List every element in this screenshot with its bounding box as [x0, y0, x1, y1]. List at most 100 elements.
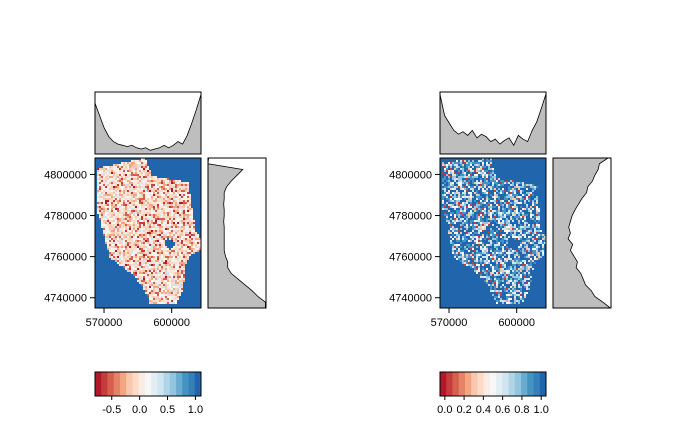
raster-cell [115, 190, 117, 192]
raster-cell [179, 290, 181, 292]
raster-cell [179, 238, 181, 240]
raster-cell [181, 208, 183, 210]
raster-cell [129, 168, 131, 170]
raster-cell [500, 228, 502, 230]
raster-cell [508, 252, 510, 254]
raster-cell [153, 222, 155, 224]
raster-cell [105, 198, 107, 200]
raster-cell [456, 238, 458, 240]
raster-cell [526, 248, 528, 250]
raster-cell [484, 220, 486, 222]
raster-cell [113, 204, 115, 206]
raster-cell [173, 278, 175, 280]
raster-cell [524, 206, 526, 208]
raster-cell [506, 254, 508, 256]
raster-cell [506, 228, 508, 230]
raster-cell [175, 224, 177, 226]
raster-cell [486, 246, 488, 248]
raster-cell [151, 292, 153, 294]
raster-cell [484, 180, 486, 182]
raster-cell [161, 214, 163, 216]
raster-cell [183, 202, 185, 204]
raster-cell [171, 186, 173, 188]
raster-cell [512, 256, 514, 258]
raster-cell [516, 208, 518, 210]
raster-cell [111, 194, 113, 196]
raster-cell [111, 248, 113, 250]
raster-cell [482, 246, 484, 248]
raster-cell [528, 226, 530, 228]
raster-cell [448, 184, 450, 186]
raster-cell [524, 266, 526, 268]
raster-cell [504, 240, 506, 242]
raster-cell [129, 166, 131, 168]
top-marginal-frame [94, 91, 202, 155]
raster-cell [470, 190, 472, 192]
raster-cell [504, 200, 506, 202]
raster-cell [508, 230, 510, 232]
raster-cell [169, 198, 171, 200]
raster-cell [460, 214, 462, 216]
raster-cell [524, 204, 526, 206]
raster-cell [520, 208, 522, 210]
raster-cell [151, 178, 153, 180]
raster-cell [185, 202, 187, 204]
raster-cell [123, 204, 125, 206]
raster-cell [508, 250, 510, 252]
raster-cell [147, 188, 149, 190]
raster-cell [474, 188, 476, 190]
raster-cell [456, 224, 458, 226]
raster-cell [131, 206, 133, 208]
raster-cell [173, 236, 175, 238]
raster-cell [446, 184, 448, 186]
raster-cell [534, 222, 536, 224]
raster-cell [105, 180, 107, 182]
raster-cell [468, 230, 470, 232]
raster-cell [137, 268, 139, 270]
raster-cell [454, 208, 456, 210]
raster-cell [185, 188, 187, 190]
raster-cell [165, 220, 167, 222]
raster-cell [478, 240, 480, 242]
raster-cell [528, 210, 530, 212]
raster-cell [163, 236, 165, 238]
raster-cell [161, 250, 163, 252]
raster-cell [484, 194, 486, 196]
raster-cell [189, 244, 191, 246]
raster-cell [538, 246, 540, 248]
raster-cell [115, 236, 117, 238]
raster-cell [448, 174, 450, 176]
raster-cell [167, 300, 169, 302]
raster-cell [442, 162, 444, 164]
raster-cell [131, 270, 133, 272]
raster-cell [143, 254, 145, 256]
raster-cell [159, 222, 161, 224]
raster-cell [125, 266, 127, 268]
raster-cell [159, 204, 161, 206]
raster-cell [514, 210, 516, 212]
raster-cell [494, 264, 496, 266]
raster-cell [494, 190, 496, 192]
raster-cell [143, 164, 145, 166]
raster-cell [466, 196, 468, 198]
raster-cell [153, 286, 155, 288]
raster-cell [117, 216, 119, 218]
raster-cell [123, 220, 125, 222]
raster-cell [107, 232, 109, 234]
raster-cell [482, 250, 484, 252]
raster-cell [484, 214, 486, 216]
raster-cell [516, 252, 518, 254]
raster-cell [143, 284, 145, 286]
raster-cell [131, 244, 133, 246]
raster-cell [143, 178, 145, 180]
raster-cell [149, 212, 151, 214]
raster-cell [520, 192, 522, 194]
raster-cell [488, 252, 490, 254]
raster-cell [486, 162, 488, 164]
raster-cell [478, 246, 480, 248]
raster-cell [480, 258, 482, 260]
raster-cell [143, 216, 145, 218]
raster-cell [143, 158, 145, 160]
raster-cell [470, 260, 472, 262]
raster-cell [149, 280, 151, 282]
